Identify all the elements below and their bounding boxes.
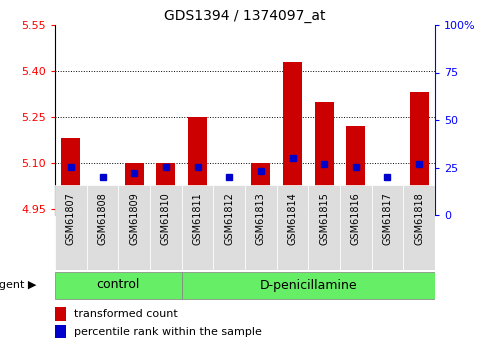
Bar	[125, 163, 143, 215]
Bar	[55, 185, 86, 270]
Bar	[314, 102, 334, 215]
Bar	[213, 185, 245, 270]
Bar	[55, 325, 66, 338]
Bar	[378, 207, 397, 215]
Bar	[403, 185, 435, 270]
Bar	[308, 185, 340, 270]
Bar	[150, 185, 182, 270]
Bar	[245, 185, 277, 270]
Text: GSM61811: GSM61811	[193, 192, 202, 245]
Text: GSM61815: GSM61815	[319, 192, 329, 245]
Bar	[251, 163, 270, 215]
Bar	[55, 272, 182, 298]
Bar	[182, 272, 435, 298]
Bar	[410, 92, 429, 215]
Bar	[346, 126, 365, 215]
Text: agent ▶: agent ▶	[0, 280, 37, 290]
Bar	[93, 203, 112, 215]
Bar	[188, 117, 207, 215]
Bar	[371, 185, 403, 270]
Text: transformed count: transformed count	[74, 309, 178, 319]
Text: GSM61807: GSM61807	[66, 192, 76, 245]
Text: GSM61813: GSM61813	[256, 192, 266, 245]
Text: GSM61808: GSM61808	[98, 192, 108, 245]
Text: GSM61814: GSM61814	[287, 192, 298, 245]
Text: GSM61816: GSM61816	[351, 192, 361, 245]
Bar	[55, 307, 66, 321]
Bar	[61, 138, 80, 215]
Bar	[156, 163, 175, 215]
Text: GSM61817: GSM61817	[383, 192, 393, 245]
Bar	[220, 204, 239, 215]
Bar	[86, 185, 118, 270]
Text: control: control	[97, 278, 140, 292]
Text: GSM61818: GSM61818	[414, 192, 424, 245]
Bar	[182, 185, 213, 270]
Bar	[283, 62, 302, 215]
Text: GSM61810: GSM61810	[161, 192, 171, 245]
Bar	[277, 185, 308, 270]
Text: percentile rank within the sample: percentile rank within the sample	[74, 327, 262, 337]
Title: GDS1394 / 1374097_at: GDS1394 / 1374097_at	[164, 9, 326, 22]
Text: GSM61812: GSM61812	[224, 192, 234, 245]
Bar	[118, 185, 150, 270]
Text: GSM61809: GSM61809	[129, 192, 139, 245]
Bar	[340, 185, 371, 270]
Text: D-penicillamine: D-penicillamine	[259, 278, 357, 292]
